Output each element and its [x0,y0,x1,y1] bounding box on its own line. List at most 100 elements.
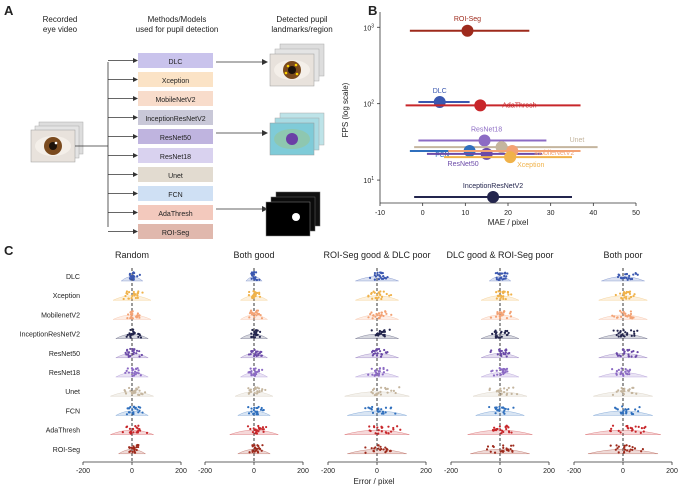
point [625,295,628,299]
point [502,369,505,372]
point [131,371,134,374]
point [247,387,250,390]
point-xception [504,151,517,164]
point [253,330,256,333]
point [510,293,513,296]
point [628,292,632,296]
point [379,386,383,389]
point [374,334,377,337]
point [127,411,131,414]
point [256,309,260,312]
point [394,412,397,415]
point [504,277,507,280]
point [494,272,497,275]
point [134,296,138,300]
point [125,369,128,373]
point [373,271,377,275]
point [257,430,260,433]
point [137,369,140,372]
point [248,451,251,454]
subplot-xtick-label: 0 [498,468,502,475]
point [381,373,384,376]
subplot-xtick-label: 0 [621,468,625,475]
point [622,451,626,454]
point [374,275,378,278]
method-arrowhead [133,134,138,139]
point [255,392,259,395]
point-inceptionresnetv2 [487,191,500,204]
point [504,351,507,354]
point [252,290,256,293]
point [379,448,382,451]
label-resnet50: ResNet50 [448,161,479,168]
method-arrowhead [133,58,138,63]
point [129,316,132,319]
point [630,429,633,432]
point [255,314,258,317]
method-box-roi-seg [138,224,213,239]
point [131,328,135,331]
point [139,374,142,377]
point [130,392,134,395]
point [255,406,258,410]
point-resnet18 [478,134,491,147]
subplot-xtick-label: 200 [543,468,555,475]
point [379,355,383,358]
point [252,427,255,430]
point [255,331,258,334]
point [382,275,385,278]
point [131,317,134,320]
point [627,276,630,280]
point [253,406,256,409]
method-arrowhead [133,229,138,234]
density-inceptionresnetv2 [481,333,519,339]
point [364,446,367,449]
point [624,370,627,373]
point [610,427,613,430]
point [506,329,509,333]
point [502,391,506,394]
point [261,388,264,391]
label-roi-seg: ROI-Seg [454,16,481,23]
point [488,405,491,409]
point [620,390,623,393]
point [137,393,140,396]
point [495,278,499,281]
point [136,294,139,297]
point [258,278,261,281]
point [620,311,623,314]
subplot-dlc-good-roi-seg-poor: DLC good & ROI-Seg poor -200 0 200 [444,250,555,475]
point [631,448,634,451]
point [498,350,502,353]
point [634,272,638,275]
point [617,429,620,433]
point [512,406,515,409]
point [132,352,135,356]
point [129,336,132,339]
panel-b-xtick-label: 30 [547,210,555,217]
method-label-mobilenetv2: MobileNetV2 [155,97,195,104]
point [502,297,505,300]
point [250,277,253,280]
point [127,297,130,300]
point [636,329,639,332]
point [384,431,387,434]
point [379,393,382,396]
point [251,431,255,434]
point [502,411,505,414]
point [380,295,384,298]
point [132,351,136,354]
point [632,350,635,353]
point [376,293,379,296]
point [625,410,628,413]
point [371,317,374,320]
point [498,409,501,412]
point [373,369,377,372]
point [629,329,633,332]
point [251,295,254,298]
point [500,349,503,353]
point [625,372,629,375]
point [135,371,139,374]
point [642,430,645,433]
